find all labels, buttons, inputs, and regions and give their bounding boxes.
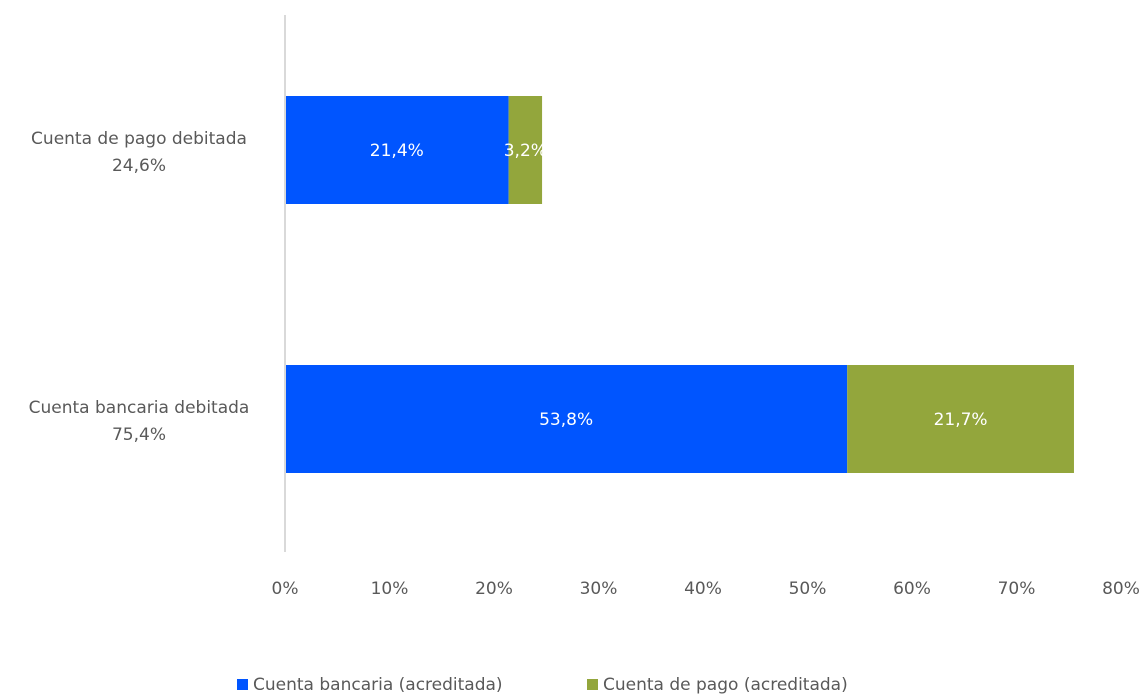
category-labels: Cuenta de pago debitada 24,6% Cuenta banca… <box>29 129 250 445</box>
bar-cuenta-de-pago-debitada-cuenta-bancaria-acreditada <box>285 96 509 204</box>
data-labels-layer: 21,4% 3,2% 53,8% 21,7% <box>370 141 988 430</box>
data-label-cuenta-bancaria-debitada-cuenta-de-pago-acreditada: 21,7% <box>934 410 988 430</box>
x-tick-label-10: 10% <box>371 579 409 599</box>
category-label-cuenta-de-pago-debitada: Cuenta de pago debitada <box>31 129 247 149</box>
bars-layer <box>285 96 1074 473</box>
legend-label-cuenta-de-pago-acreditada: Cuenta de pago (acreditada) <box>603 675 848 695</box>
data-label-cuenta-de-pago-debitada-cuenta-de-pago-acreditada: 3,2% <box>504 141 547 161</box>
data-label-cuenta-bancaria-debitada-cuenta-bancaria-acreditada: 53,8% <box>539 410 593 430</box>
x-tick-label-40: 40% <box>684 579 722 599</box>
legend-swatch-cuenta-de-pago-acreditada <box>587 679 598 690</box>
bar-cuenta-bancaria-debitada-cuenta-bancaria-acreditada <box>285 365 848 473</box>
bar-cuenta-de-pago-debitada-cuenta-de-pago-acreditada <box>508 96 543 204</box>
category-label-cuenta-bancaria-debitada: Cuenta bancaria debitada <box>29 398 250 418</box>
x-tick-label-80: 80% <box>1102 579 1140 599</box>
x-tick-label-60: 60% <box>893 579 931 599</box>
legend: Cuenta bancaria (acreditada) Cuenta de pa… <box>237 675 848 695</box>
x-tick-label-30: 30% <box>580 579 618 599</box>
x-tick-label-0: 0% <box>272 579 299 599</box>
category-total-cuenta-de-pago-debitada: 24,6% <box>112 156 166 176</box>
legend-label-cuenta-bancaria-acreditada: Cuenta bancaria (acreditada) <box>253 675 503 695</box>
x-tick-label-50: 50% <box>789 579 827 599</box>
category-total-cuenta-bancaria-debitada: 75,4% <box>112 425 166 445</box>
x-tick-label-70: 70% <box>998 579 1036 599</box>
bar-cuenta-bancaria-debitada-cuenta-de-pago-acreditada <box>847 365 1074 473</box>
x-axis-tick-labels: 0% 10% 20% 30% 40% 50% 60% 70% 80% <box>272 579 1140 599</box>
legend-swatch-cuenta-bancaria-acreditada <box>237 679 248 690</box>
data-label-cuenta-de-pago-debitada-cuenta-bancaria-acreditada: 21,4% <box>370 141 424 161</box>
x-tick-label-20: 20% <box>475 579 513 599</box>
